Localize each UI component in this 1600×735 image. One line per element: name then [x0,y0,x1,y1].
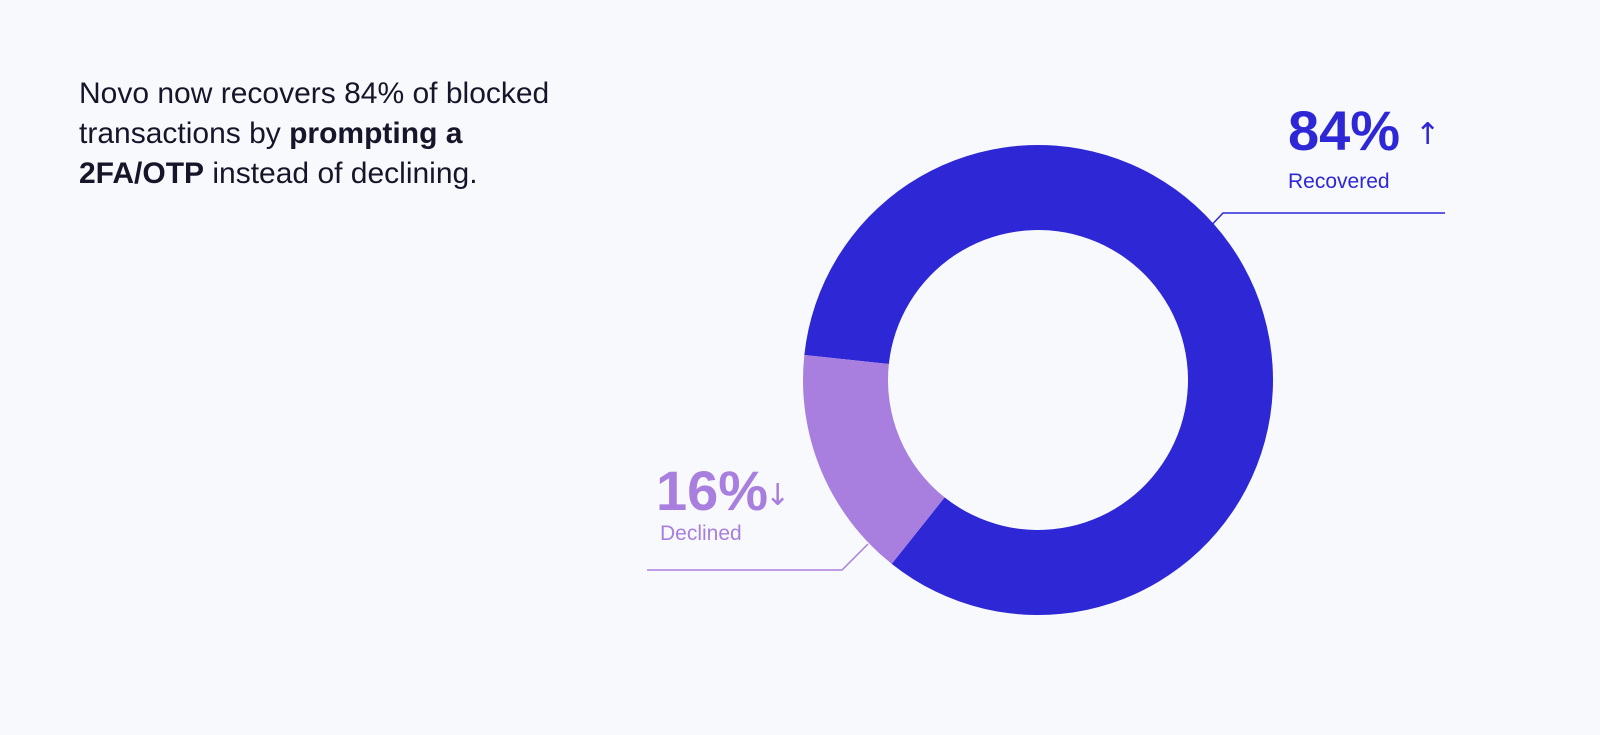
declined-percent-label: 16% [656,459,768,522]
headline: Novo now recovers 84% of blocked transac… [79,74,559,194]
arrow-up-icon: ↑ [1415,117,1440,152]
declined-category-label: Declined [660,522,742,545]
headline-bold: prompting a 2FA/OTP [79,117,463,190]
slice-recovered [804,144,1273,615]
leader-line-declined [647,543,869,571]
leader-line-recovered [1204,212,1445,233]
headline-text-1: Novo now recovers 84% of blocked transac… [79,77,550,150]
recovered-percent-label: 84% [1288,99,1400,162]
slice-declined [803,355,945,564]
headline-text-2: instead of declining. [204,157,478,190]
arrow-down-icon: ↓ [765,478,790,513]
recovered-category-label: Recovered [1288,170,1390,193]
